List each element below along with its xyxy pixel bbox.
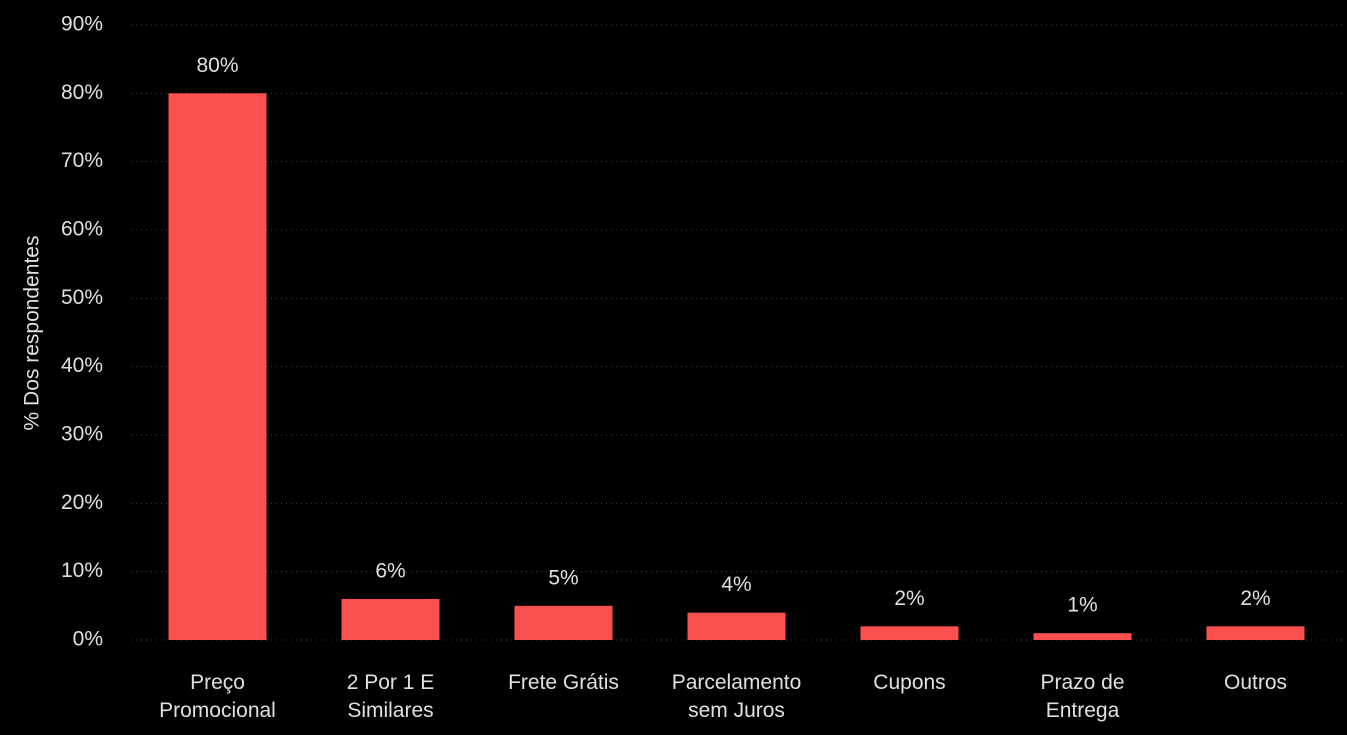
y-tick-label: 90%	[61, 13, 103, 36]
y-tick-label: 50%	[61, 286, 103, 309]
bar	[860, 626, 959, 640]
y-tick-label: 80%	[61, 81, 103, 104]
value-label: 5%	[548, 566, 578, 589]
x-tick-label: 2 Por 1 E Similares	[346, 671, 435, 722]
x-tick-label: Frete Grátis	[508, 671, 619, 694]
y-tick-label: 20%	[61, 491, 103, 514]
y-tick-label: 30%	[61, 423, 103, 446]
x-tick-label: Outros	[1223, 671, 1288, 694]
value-label: 2%	[894, 587, 924, 610]
y-tick-label: 60%	[61, 218, 103, 241]
value-label: 4%	[721, 573, 751, 596]
bar	[687, 612, 786, 640]
bar	[1206, 626, 1305, 640]
x-tick-label: Parcelamento sem Juros	[671, 671, 802, 722]
bar	[514, 605, 613, 640]
value-label: 80%	[196, 54, 238, 77]
y-tick-label: 10%	[61, 559, 103, 582]
x-tick-label: Preço Promocional	[159, 671, 276, 722]
y-axis-title: % Dos respondentes	[21, 236, 44, 431]
x-tick-label: Prazo de Entrega	[1040, 671, 1125, 722]
bar	[1033, 633, 1132, 640]
value-label: 2%	[1240, 587, 1270, 610]
y-tick-label: 40%	[61, 354, 103, 377]
value-label: 1%	[1067, 594, 1097, 617]
y-tick-label: 70%	[61, 149, 103, 172]
value-label: 6%	[375, 560, 405, 583]
x-tick-label: Cupons	[873, 671, 946, 694]
bar	[341, 599, 440, 640]
y-tick-label: 0%	[73, 628, 103, 651]
bar	[168, 93, 267, 641]
